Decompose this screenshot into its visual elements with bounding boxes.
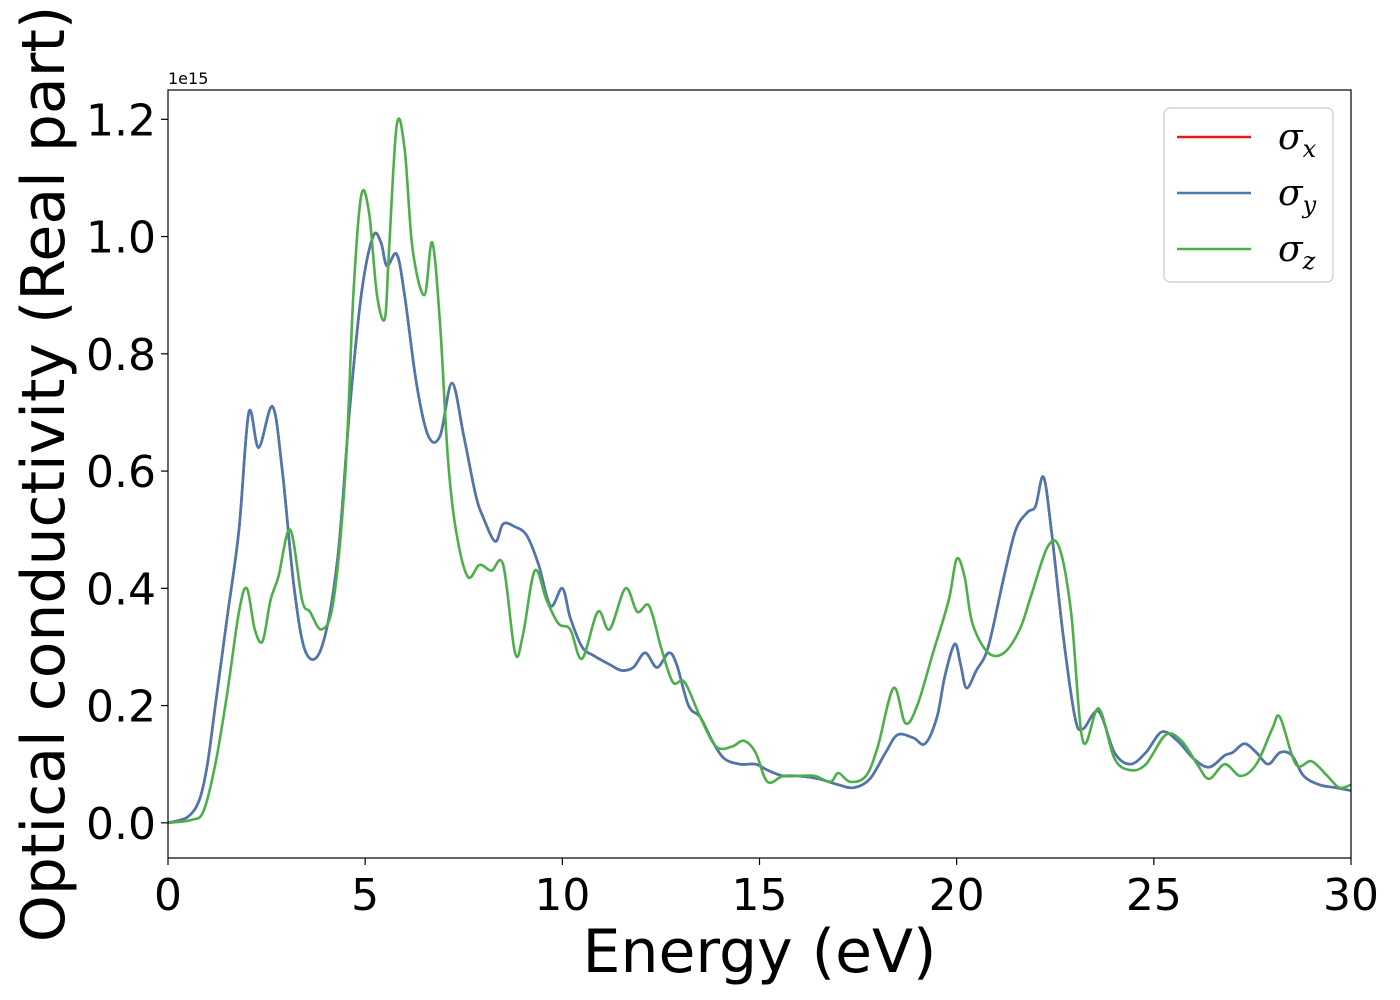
y-axis-label: Optical conductivity (Real part) bbox=[9, 6, 79, 943]
series-line-z bbox=[168, 117, 1351, 825]
series-group bbox=[168, 117, 1351, 825]
x-tick-label: 30 bbox=[1323, 870, 1379, 921]
y-tick-label: 1.0 bbox=[86, 213, 156, 264]
x-tick-label: 15 bbox=[732, 870, 788, 921]
x-axis-ticks: 0 5 10 15 20 25 30 bbox=[154, 858, 1379, 921]
legend-label-x: σx bbox=[1278, 117, 1317, 163]
y-tick-label: 0.4 bbox=[86, 564, 156, 615]
x-tick-label: 0 bbox=[154, 870, 182, 921]
legend-label-z: σz bbox=[1278, 229, 1316, 275]
legend-label-y: σy bbox=[1278, 173, 1317, 219]
y-tick-label: 0.2 bbox=[86, 682, 156, 733]
y-tick-label: 0.6 bbox=[86, 447, 156, 498]
y-tick-label: 0.0 bbox=[86, 799, 156, 850]
y-tick-label: 1.2 bbox=[86, 95, 156, 146]
x-tick-label: 10 bbox=[534, 870, 590, 921]
y-tick-label: 0.8 bbox=[86, 330, 156, 381]
y-offset-label: 1e15 bbox=[168, 69, 208, 88]
x-tick-label: 25 bbox=[1126, 870, 1182, 921]
x-axis-label: Energy (eV) bbox=[583, 917, 937, 987]
legend-box bbox=[1163, 107, 1334, 283]
x-tick-label: 5 bbox=[351, 870, 379, 921]
legend: σx σy σz bbox=[1163, 107, 1334, 283]
x-tick-label: 20 bbox=[929, 870, 985, 921]
y-axis-ticks: 0.0 0.2 0.4 0.6 0.8 1.0 1.2 bbox=[86, 95, 168, 850]
